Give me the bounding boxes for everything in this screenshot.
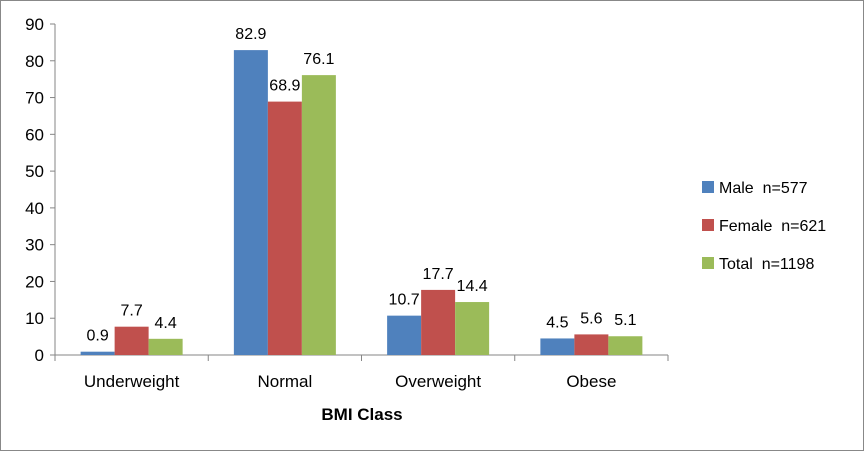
bar (421, 289, 456, 355)
data-label: 76.1 (303, 51, 334, 68)
y-tick-label: 0 (35, 346, 44, 365)
data-label: 7.7 (121, 303, 143, 320)
bar (148, 338, 183, 355)
legend-swatch (702, 181, 714, 193)
data-labels: 0.9 7.7 4.4 82.9 68.976.1 10.717.714.4 4.5 5.6 5… (87, 26, 637, 345)
data-label: 14.4 (457, 278, 488, 295)
y-tick-label: 80 (25, 52, 44, 71)
x-axis-title: BMI Class (321, 405, 402, 424)
y-tick-label: 40 (25, 199, 44, 218)
legend-label: Male n=577 (719, 180, 808, 197)
data-label: 4.4 (155, 315, 177, 332)
data-label: 17.7 (423, 266, 454, 283)
y-tick-label: 30 (25, 236, 44, 255)
bar (608, 336, 643, 355)
data-label: 4.5 (546, 314, 568, 331)
data-label: 68.9 (269, 78, 300, 95)
y-tick-label: 50 (25, 162, 44, 181)
legend-swatch (702, 219, 714, 231)
legend-label: Female n=621 (719, 218, 826, 235)
bar (574, 334, 609, 355)
y-tick-label: 60 (25, 125, 44, 144)
bar (114, 326, 149, 355)
data-label: 10.7 (389, 292, 420, 309)
bar (540, 338, 575, 355)
y-tick-label: 70 (25, 89, 44, 108)
bar (455, 302, 490, 355)
legend-swatch (702, 257, 714, 269)
data-label: 5.6 (580, 310, 602, 327)
axes: 0 10 20 30 40 50 60 70 80 90 Underweight Normal Over… (25, 15, 669, 391)
x-tick-label: Underweight (84, 372, 180, 391)
y-tick-label: 10 (25, 309, 44, 328)
x-tick-label: Normal (257, 372, 312, 391)
bar (387, 315, 422, 355)
bar (80, 351, 115, 355)
x-tick-label: Obese (566, 372, 616, 391)
legend-label: Total n=1198 (719, 256, 814, 273)
legend: Male n=577 Female n=621 Total n=1198 (702, 180, 826, 273)
bars (80, 50, 643, 356)
y-tick-label: 90 (25, 15, 44, 34)
bar (267, 101, 302, 356)
bar (301, 75, 336, 356)
data-label: 0.9 (87, 328, 109, 345)
x-tick-label: Overweight (395, 372, 481, 391)
bar (233, 50, 268, 356)
data-label: 82.9 (235, 26, 266, 43)
data-label: 5.1 (614, 312, 636, 329)
y-tick-label: 20 (25, 272, 44, 291)
